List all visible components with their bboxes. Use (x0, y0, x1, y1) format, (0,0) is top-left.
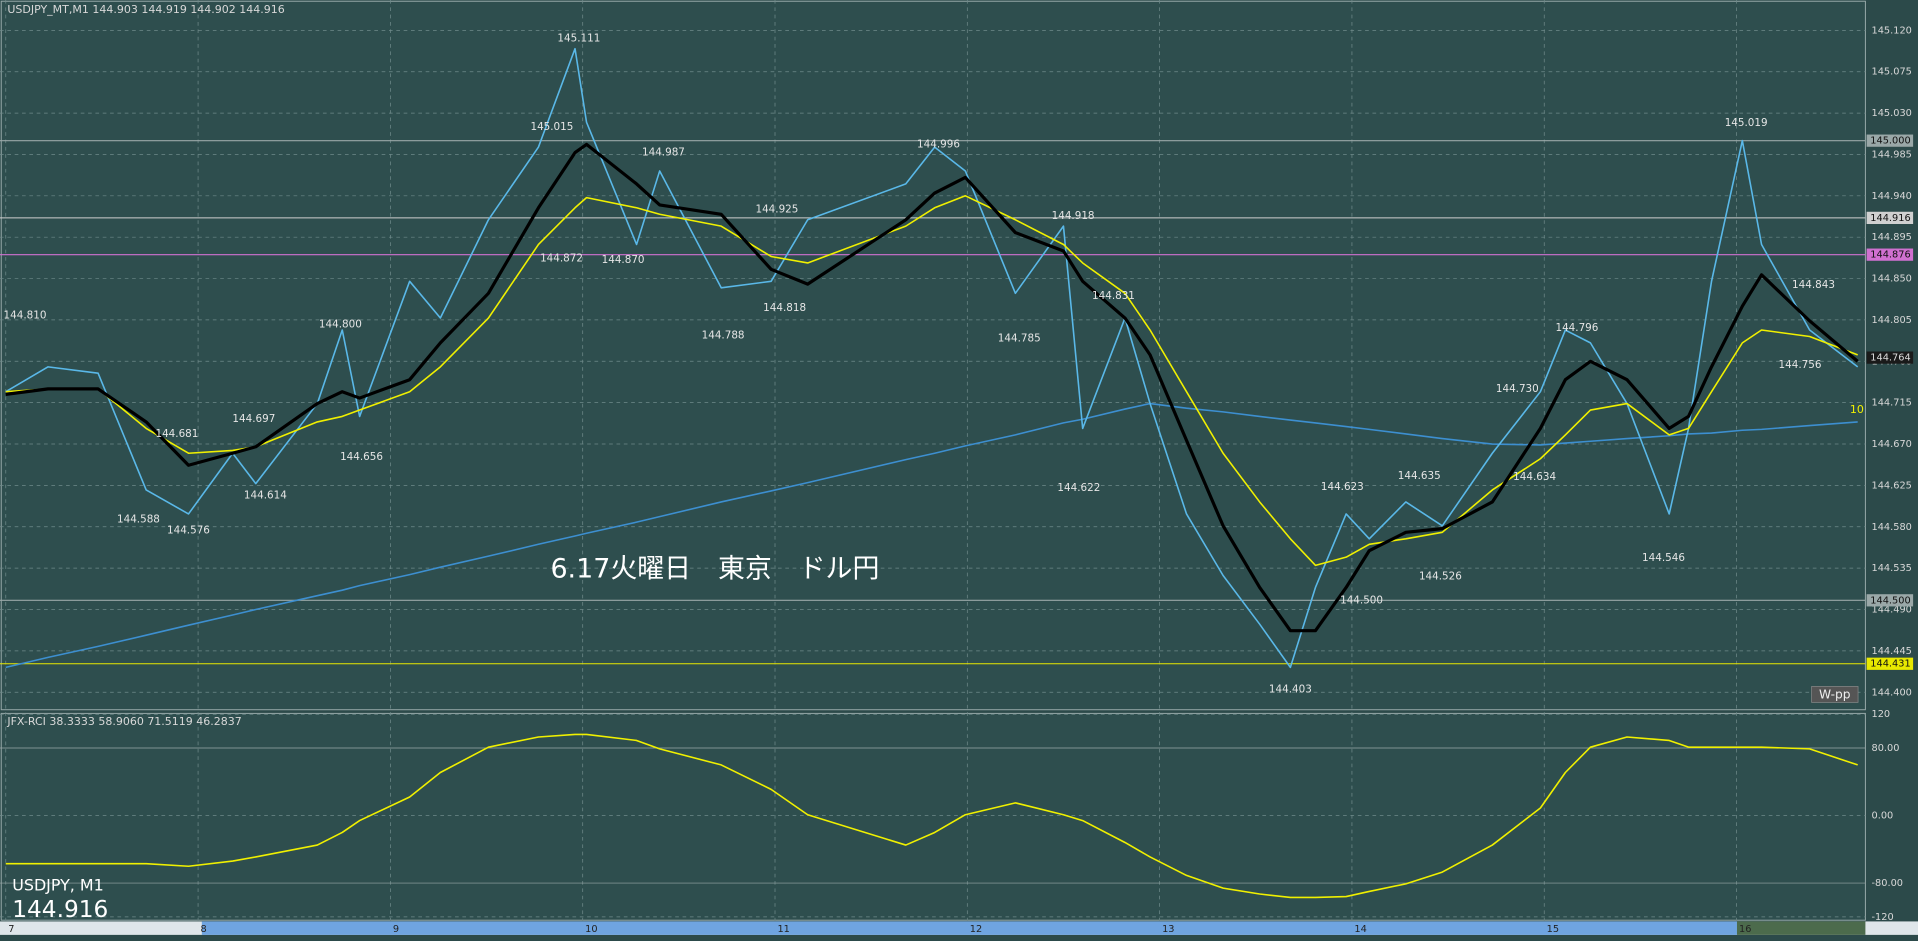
series-line (5, 142, 1859, 633)
peak-label: 144.788 (702, 330, 745, 342)
x-tick-label: 13 (1162, 924, 1174, 935)
x-tick-label: 8 (201, 924, 207, 935)
peak-label: 144.756 (1779, 359, 1822, 371)
peak-label: 144.635 (1398, 470, 1441, 482)
peak-label: 144.697 (232, 413, 275, 425)
y-tick-label: 0.00 (1872, 811, 1894, 822)
level-box (1866, 594, 1914, 607)
y-tick-label: 145.030 (1872, 108, 1912, 119)
session-bar (1736, 921, 1866, 935)
peak-label: 145.015 (530, 121, 573, 133)
y-tick-label: 144.850 (1872, 274, 1912, 285)
price-label: 144.916 (12, 896, 108, 923)
peak-label: 144.500 (1340, 594, 1383, 606)
y-tick-label: 144.400 (1872, 687, 1912, 698)
peak-label: 144.872 (540, 252, 583, 264)
y-tick-label: 144.670 (1872, 439, 1912, 450)
annotation: 6.17火曜日 東京 ドル円 (550, 554, 879, 585)
y-tick-label: 144.580 (1872, 522, 1912, 533)
peak-label: 145.111 (557, 33, 600, 45)
peak-label: 144.623 (1321, 481, 1364, 493)
y-tick-label: 144.535 (1872, 563, 1912, 574)
y-tick-label: 144.895 (1872, 232, 1912, 243)
symbol-label: USDJPY, M1 (12, 875, 103, 894)
y-tick-label: 144.490 (1872, 605, 1912, 616)
peak-label: 144.987 (642, 147, 685, 159)
peak-label: 144.996 (917, 138, 960, 150)
x-tick-label: 15 (1547, 924, 1559, 935)
x-tick-label: 16 (1739, 924, 1751, 935)
x-tick-label: 7 (8, 924, 14, 935)
y-tick-label: 120 (1872, 709, 1891, 720)
level-box (1866, 134, 1914, 147)
marks: 145.000 144.916 144.876 144.500 144.431 144.7… (0, 33, 1914, 899)
peak-label: 144.925 (755, 204, 798, 216)
y-tick-label: 145.120 (1872, 25, 1912, 36)
x-tick-label: 11 (777, 924, 789, 935)
y-tick-label: 145.075 (1872, 67, 1912, 78)
chart-title: USDJPY_MT,M1 144.903 144.919 144.902 144… (7, 3, 284, 16)
rci-title: JFX-RCI 38.3333 58.9060 71.5119 46.2837 (6, 715, 241, 728)
y-tick-label: 144.940 (1872, 191, 1912, 202)
y-tick-label: 144.625 (1872, 480, 1912, 491)
series-line (5, 733, 1858, 899)
level-label: 144.876 (1870, 250, 1910, 261)
peak-label: 144.810 (4, 309, 47, 321)
period-label: 10 (1850, 403, 1864, 416)
x-tick-label: 14 (1354, 924, 1366, 935)
peak-label: 144.588 (117, 513, 160, 525)
peak-label: 144.831 (1092, 290, 1135, 302)
y-tick-label: -80.00 (1872, 878, 1903, 889)
peak-label: 144.634 (1513, 471, 1556, 483)
y-tick-label: 144.715 (1872, 398, 1912, 409)
x-tick-label: 12 (970, 924, 982, 935)
peak-label: 144.656 (340, 451, 383, 463)
peak-label: 144.800 (319, 319, 362, 331)
y-tick-label: 80.00 (1872, 743, 1900, 754)
level-label: 144.500 (1870, 595, 1910, 606)
rci-panel (0, 712, 1866, 921)
peak-label: 144.818 (763, 302, 806, 314)
y-tick-label: 144.445 (1872, 646, 1912, 657)
series-line (5, 194, 1858, 567)
peak-label: 144.870 (602, 254, 645, 266)
y-tick-label: 144.985 (1872, 149, 1912, 160)
peak-label: 144.785 (998, 332, 1041, 344)
series-line (5, 402, 1858, 669)
peak-label: 144.614 (244, 490, 287, 502)
level-label: 145.000 (1870, 136, 1910, 147)
level-box (1866, 211, 1914, 225)
peak-label: 144.796 (1555, 322, 1598, 334)
price-marker (1866, 351, 1914, 364)
peak-label: 144.843 (1792, 279, 1835, 291)
pivot-label: W-pp (1819, 688, 1851, 702)
peak-label: 145.019 (1725, 117, 1768, 129)
peak-label: 144.576 (167, 524, 210, 536)
y-tick-label: -120 (1872, 912, 1894, 923)
level-box (1866, 657, 1914, 670)
series-line (5, 47, 1859, 669)
pivot-box (1811, 686, 1859, 703)
level-label: 144.431 (1870, 659, 1910, 670)
x-tick-label: 9 (393, 924, 399, 935)
peak-label: 144.622 (1057, 482, 1100, 494)
peak-label: 144.403 (1269, 684, 1312, 696)
level-box (1866, 248, 1914, 261)
session-bar (201, 921, 1737, 935)
peak-label: 144.546 (1642, 552, 1685, 564)
peak-label: 144.730 (1496, 383, 1539, 395)
peak-label: 144.526 (1419, 570, 1462, 582)
peak-label: 144.681 (155, 428, 198, 440)
price-marker-label: 144.764 (1870, 353, 1910, 364)
level-label: 144.916 (1870, 213, 1910, 224)
y-tick-label: 144.805 (1872, 315, 1912, 326)
x-tick-label: 10 (585, 924, 597, 935)
peak-label: 144.918 (1052, 210, 1095, 222)
